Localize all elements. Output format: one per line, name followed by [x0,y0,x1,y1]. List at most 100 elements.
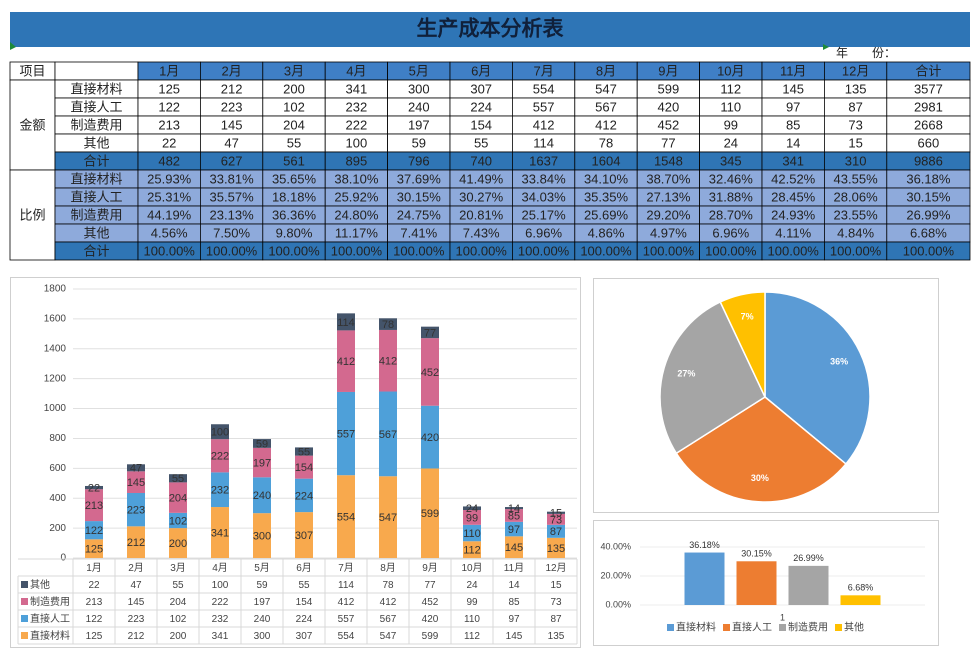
data-label: 100 [211,427,229,439]
data-table-value: 200 [170,631,187,642]
y-tick-label: 1400 [44,343,67,354]
table-header: 10月 [717,63,744,78]
data-table-value: 125 [86,631,103,642]
bar-segment [295,455,313,479]
table-value: 554 [533,81,555,96]
bar-segment [505,521,523,537]
table-value: 87 [848,99,862,114]
data-label: 102 [169,515,187,527]
bar-segment [463,524,481,542]
bar-segment [169,528,187,558]
table-header: 12月 [842,63,869,78]
y-tick-label: 1800 [44,284,67,295]
table-value: 1548 [654,153,683,168]
bar-segment [379,329,397,392]
table-value: 482 [158,153,180,168]
data-table-value: 14 [508,580,520,591]
bar-segment [379,476,397,558]
row-label: 直接人工 [70,99,122,114]
table-value: 240 [408,99,430,114]
table-value: 73 [848,117,862,132]
table-value: 47 [224,135,238,150]
table-value: 4.84% [837,225,874,240]
table-value: 135 [845,81,867,96]
table-value: 32.46% [709,171,754,186]
table-value: 35.35% [584,189,629,204]
table-value: 100.00% [518,243,570,258]
table-value: 85 [786,117,800,132]
table-value: 412 [533,117,555,132]
legend-label: 直接人工 [732,621,772,634]
table-value: 232 [346,99,368,114]
bar-segment [337,330,355,392]
data-label: 452 [421,367,439,379]
table-value: 102 [283,99,305,114]
x-tick-label: 3月 [170,562,186,574]
x-tick-label: 1 [780,612,785,622]
table-header: 项目 [19,63,45,78]
table-value: 100 [346,135,368,150]
legend-label: 直接人工 [30,612,70,625]
x-tick-label: 10月 [461,562,482,574]
table-value: 9.80% [276,225,313,240]
row-label: 直接材料 [70,81,122,96]
table-value: 4.56% [151,225,188,240]
data-label: 59 [256,438,268,450]
table-value: 78 [599,135,613,150]
table-value: 36.36% [272,207,317,222]
pie-slice [659,300,766,455]
x-tick-label: 7月 [338,562,354,574]
table-value: 200 [283,81,305,96]
data-label: 78 [382,319,394,331]
table-value: 145 [221,117,243,132]
data-label: 412 [337,356,355,368]
bar-segment [127,492,145,527]
data-table-value: 452 [422,597,439,608]
table-value: 100.00% [206,243,258,258]
bar-segment [547,513,565,525]
table-value: 24 [724,135,738,150]
legend-swatch [779,624,786,631]
table-cell [9,169,56,261]
table-value: 307 [470,81,492,96]
bar-segment [379,391,397,477]
table-value: 2668 [914,117,943,132]
x-tick-label: 5月 [254,562,270,574]
table-value: 29.20% [646,207,691,222]
data-label: 224 [295,490,313,502]
table-value: 100.00% [268,243,320,258]
table-value: 28.70% [709,207,754,222]
legend-swatch [835,624,842,631]
table-value: 55 [287,135,301,150]
y-tick-label: 400 [49,493,66,504]
pie-slice [675,396,847,503]
data-label: 112 [463,545,481,557]
data-table-value: 114 [338,580,354,591]
table-value: 28.06% [834,189,879,204]
legend-label: 其他 [30,578,50,591]
table-value: 547 [595,81,617,96]
table-value: 197 [408,117,430,132]
data-label: 15 [550,508,562,520]
bar-segment [211,424,229,440]
data-label: 99 [466,512,478,524]
data-label: 223 [127,505,145,517]
table-value: 30.27% [459,189,504,204]
data-label: 73 [550,514,562,526]
table-value: 11.17% [335,225,379,240]
table-value: 222 [346,117,368,132]
bar-segment [85,539,103,558]
legend-swatch [21,632,28,639]
table-value: 59 [412,135,426,150]
data-label: 55 [172,473,184,485]
table-value: 212 [221,81,243,96]
table-value: 100.00% [768,243,820,258]
data-table-value: 204 [170,597,187,608]
y-tick-label: 0 [60,553,66,564]
year-label: 年 份： [836,46,896,60]
table-value: 599 [658,81,680,96]
bar-segment [85,521,103,540]
table-value: 35.65% [272,171,317,186]
y-tick-label: 1200 [44,373,67,384]
cell-marker [823,44,829,50]
